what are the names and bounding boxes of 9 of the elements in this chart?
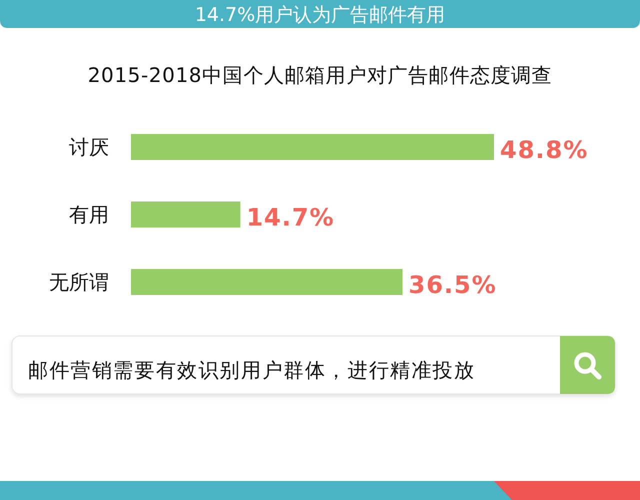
y-tick-label: 有用 xyxy=(69,202,109,226)
y-tick-label: 无所谓 xyxy=(49,270,109,294)
data-label: 14.7% xyxy=(246,204,335,232)
y-tick-label: 讨厌 xyxy=(69,134,109,159)
data-label: 48.8% xyxy=(500,136,588,164)
data-label: 36.5% xyxy=(408,271,497,300)
text: 14.7%用户认为广告邮件有用 xyxy=(194,4,446,26)
chart-title: 2015-2018中国个人邮箱用户对广告邮件态度调查 xyxy=(88,63,552,87)
text: 邮件营销需要有效识别用户群体，进行精准投放 xyxy=(28,358,476,382)
